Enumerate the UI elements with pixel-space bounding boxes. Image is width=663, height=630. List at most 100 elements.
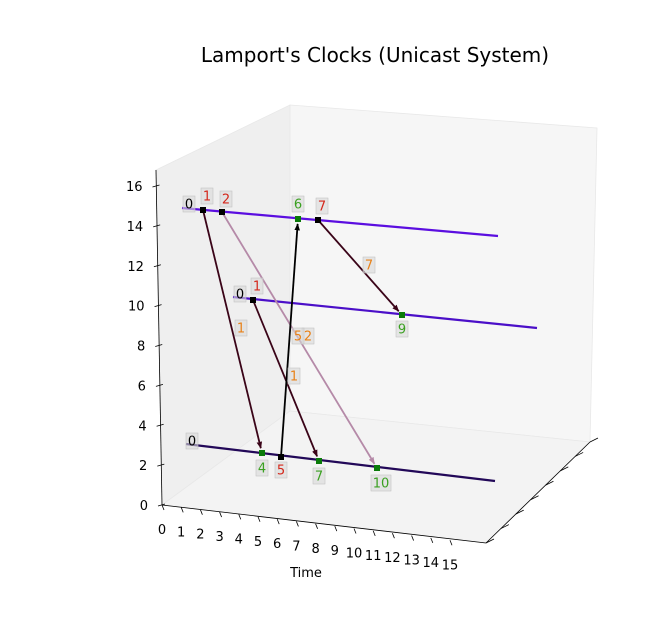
- x-tick-label: 5: [254, 535, 262, 550]
- receive-clock-label: 7: [312, 467, 326, 485]
- event-marker-send: [278, 454, 284, 460]
- depth-tick-mark: [530, 495, 539, 501]
- send-clock-label-text: 2: [222, 193, 230, 208]
- message-clock-label-box: [234, 319, 248, 337]
- message-clock-label: 1: [287, 367, 301, 385]
- x-tick-label: 10: [346, 547, 363, 562]
- x-tick-label: 12: [384, 551, 401, 566]
- process-line-0: [181, 206, 499, 238]
- message-clock-label-text: 5: [294, 330, 302, 345]
- x-tick-mark: [372, 530, 376, 536]
- x-tick-mark: [276, 518, 280, 525]
- event-marker-receive: [374, 465, 380, 471]
- z-tick-label: 14: [127, 220, 144, 235]
- z-tick-mark: [157, 463, 165, 467]
- x-tick-label: 15: [442, 558, 459, 573]
- initial-clock-label-text: 0: [185, 198, 193, 213]
- event-marker-receive: [295, 216, 301, 222]
- message-arrow-4: [280, 223, 300, 458]
- receive-clock-label-text: 6: [294, 198, 302, 213]
- initial-clock-label-text: 0: [188, 435, 196, 450]
- x-tick-label: 0: [158, 523, 166, 538]
- message-clock-label-box: [362, 256, 376, 274]
- z-tick-mark: [157, 503, 166, 507]
- x-tick-label: 7: [292, 539, 300, 554]
- x-tick-label: 4: [235, 532, 243, 547]
- send-clock-label-box: [315, 197, 329, 215]
- message-clock-label: 7: [362, 256, 376, 274]
- z-tick-label: 0: [140, 499, 148, 514]
- x-axis-label: Time: [289, 566, 322, 581]
- receive-clock-label-text: 4: [258, 462, 266, 477]
- x-tick-label: 3: [215, 530, 223, 545]
- receive-clock-label-box: [395, 320, 409, 338]
- message-arrow-2: [317, 219, 400, 312]
- send-clock-label-text: 7: [318, 200, 326, 215]
- depth-tick-mark: [545, 480, 554, 486]
- send-clock-label: 2: [219, 190, 233, 208]
- z-tick-mark: [153, 264, 161, 268]
- event-marker-send: [250, 297, 256, 303]
- initial-clock-label-text: 0: [236, 288, 244, 303]
- depth-tick-mark: [485, 538, 495, 544]
- x-tick-mark: [200, 509, 203, 515]
- initial-clock-label: 0: [182, 195, 196, 213]
- send-clock-label: 5: [274, 461, 288, 479]
- z-tick-mark: [155, 344, 163, 347]
- x-tick-mark: [334, 526, 338, 532]
- receive-clock-label: 9: [395, 320, 409, 338]
- message-clock-label-text: 1: [290, 370, 298, 385]
- receive-clock-label-box: [312, 467, 326, 485]
- initial-clock-label-box: [185, 432, 199, 450]
- figure-title: Lamport's Clocks (Unicast System): [201, 43, 549, 67]
- process-line-2: [185, 442, 496, 483]
- initial-clock-label: 0: [185, 432, 199, 450]
- depth-tick-mark: [500, 524, 510, 529]
- receive-clock-label-text: 7: [315, 470, 323, 485]
- x-tick-mark: [353, 528, 357, 534]
- z-tick-label: 2: [139, 459, 147, 474]
- event-marker-receive: [259, 450, 265, 456]
- message-arrow-3: [252, 299, 318, 458]
- message-arrow-0: [202, 209, 263, 449]
- x-tick-label: 9: [331, 544, 339, 559]
- x-tick-label: 13: [403, 554, 420, 569]
- depth-tick-mark: [560, 466, 569, 472]
- process-lines: [181, 206, 538, 483]
- event-marker-receive: [399, 312, 405, 318]
- receive-clock-label-box: [291, 195, 305, 213]
- x-tick-label: 8: [311, 542, 319, 557]
- x-tick-mark: [161, 504, 165, 511]
- z-tick-label: 4: [138, 419, 146, 434]
- event-marker-send: [315, 217, 321, 223]
- back-pane: [289, 104, 598, 443]
- send-clock-label-box: [250, 277, 264, 295]
- x-tick-label: 6: [273, 537, 281, 552]
- time-axis: 0 1 2 3 4 5 6 7 8 9 10 11 12 13 14 15: [158, 504, 459, 573]
- x-tick-mark: [219, 511, 222, 518]
- x-tick-mark: [180, 507, 184, 513]
- receive-clock-label-box: [255, 459, 269, 477]
- x-axis-line: [161, 504, 487, 544]
- message-clock-label-text: 1: [237, 322, 245, 337]
- x-tick-mark: [430, 537, 434, 544]
- message-clock-label: 5: [291, 327, 305, 345]
- send-clock-label-box: [274, 461, 288, 479]
- depth-tick-mark: [574, 452, 584, 457]
- receive-clock-label-box: [370, 474, 392, 492]
- x-tick-label: 2: [196, 528, 204, 543]
- send-clock-label-text: 1: [203, 190, 211, 205]
- send-clock-label: 7: [315, 197, 329, 215]
- z-tick-label: 16: [126, 180, 143, 195]
- x-tick-mark: [296, 521, 299, 527]
- initial-clock-label: 0: [233, 285, 247, 303]
- z-tick-label: 6: [138, 379, 146, 394]
- receive-clock-label: 6: [291, 195, 305, 213]
- z-tick-mark: [153, 224, 161, 228]
- receive-clock-label-text: 10: [373, 477, 390, 492]
- depth-axis-ticks: [485, 437, 599, 544]
- event-marker-receive: [316, 458, 322, 464]
- depth-tick-mark: [515, 509, 524, 515]
